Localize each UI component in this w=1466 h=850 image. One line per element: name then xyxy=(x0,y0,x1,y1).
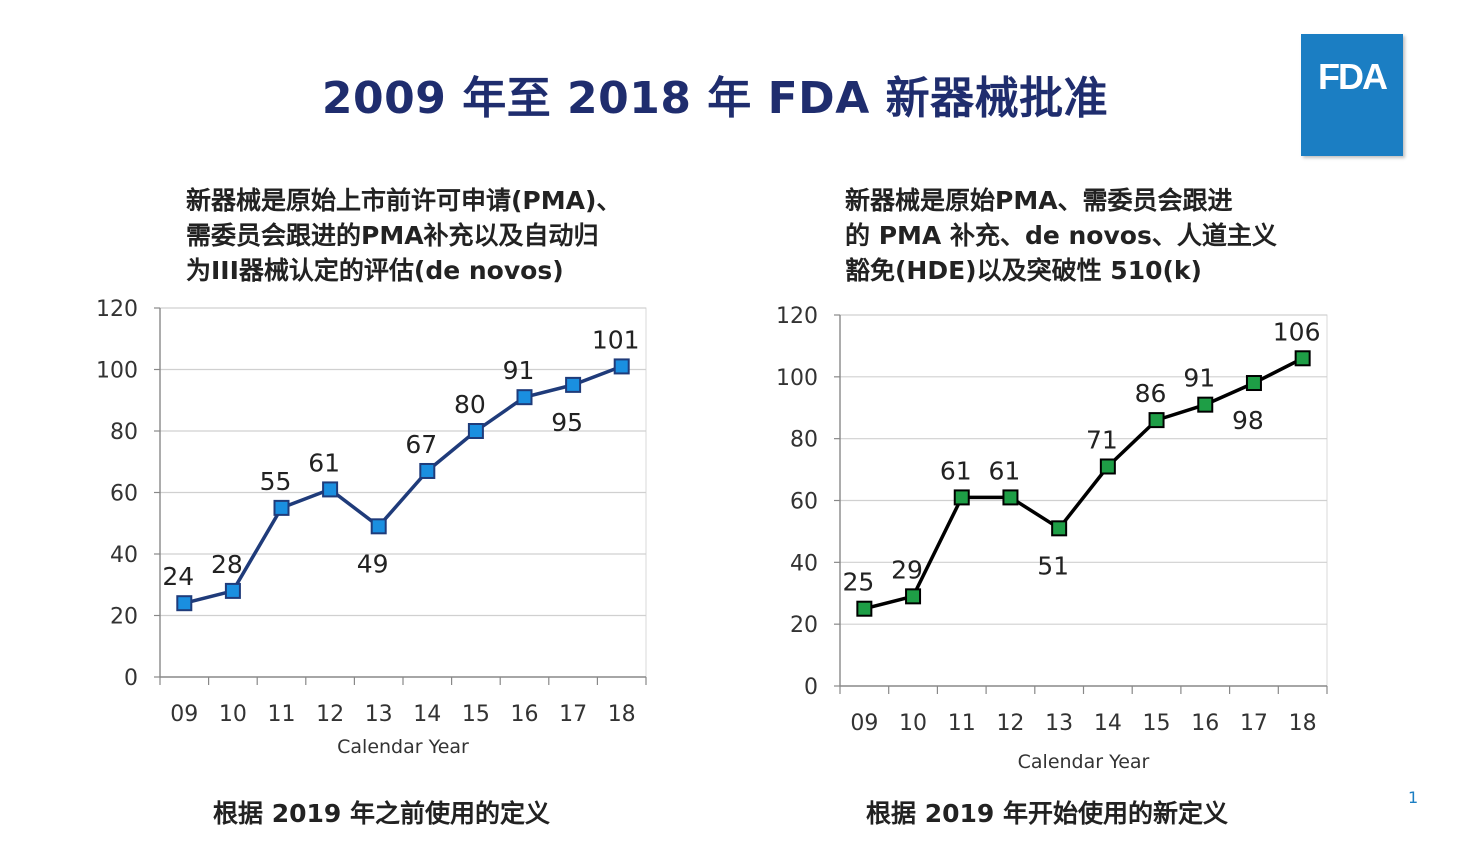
left-chart-data-label: 61 xyxy=(308,448,340,477)
left-chart-x-tick-label: 09 xyxy=(170,702,198,727)
left-chart-y-tick-label: 100 xyxy=(96,359,138,384)
right-chart-data-point xyxy=(953,489,970,506)
left-chart-data-point xyxy=(224,582,241,599)
right-chart-y-tick-label: 100 xyxy=(776,366,818,391)
left-chart-x-tick-label: 18 xyxy=(608,702,636,727)
right-chart-data-point xyxy=(1148,412,1165,429)
left-chart-y-tick-label: 80 xyxy=(110,420,138,445)
right-chart-data-label: 91 xyxy=(1183,364,1215,393)
left-chart-data-point xyxy=(565,376,582,393)
right-chart-caption: 根据 2019 年开始使用的新定义 xyxy=(866,799,1228,828)
slide-title: 2009 年至 2018 年 FDA 新器械批准 xyxy=(321,73,1109,124)
right-chart-data-point xyxy=(1002,489,1019,506)
right-chart-y-tick-label: 80 xyxy=(790,428,818,453)
right-chart-x-tick-label: 14 xyxy=(1094,711,1122,736)
left-chart-y-tick-label: 40 xyxy=(110,543,138,568)
right-chart-data-point xyxy=(1197,396,1214,413)
right-chart-data-label: 51 xyxy=(1037,551,1069,580)
right-chart-y-tick-label: 0 xyxy=(804,675,818,700)
left-chart-x-tick-label: 10 xyxy=(219,702,247,727)
right-chart-y-tick-label: 60 xyxy=(790,490,818,515)
left-chart-x-tick-label: 16 xyxy=(511,702,539,727)
left-chart-data-point xyxy=(370,518,387,535)
left-chart-x-tick-label: 17 xyxy=(559,702,587,727)
fda-logo-text: FDA xyxy=(1318,56,1388,97)
left-chart-caption: 根据 2019 年之前使用的定义 xyxy=(213,799,550,828)
right-chart-x-tick-label: 17 xyxy=(1240,711,1268,736)
left-chart-y-tick-label: 60 xyxy=(110,482,138,507)
left-chart-data-point xyxy=(467,423,484,439)
right-chart-data-label: 71 xyxy=(1086,425,1118,454)
right-chart-data-label: 29 xyxy=(891,555,923,584)
right-chart-data-point xyxy=(905,588,922,605)
right-chart-y-tick-label: 40 xyxy=(790,551,818,576)
right-chart-x-axis-label: Calendar Year xyxy=(1018,751,1150,773)
right-chart-data-label: 86 xyxy=(1135,379,1167,408)
left-chart-y-tick-label: 120 xyxy=(96,297,138,322)
right-chart-x-tick-label: 15 xyxy=(1143,711,1171,736)
left-chart-x-tick-label: 13 xyxy=(365,702,393,727)
left-chart-x-tick-label: 14 xyxy=(413,702,441,727)
right-chart-x-tick-label: 13 xyxy=(1045,711,1073,736)
right-chart-data-point xyxy=(1245,375,1262,392)
right-chart-x-tick-label: 16 xyxy=(1191,711,1219,736)
left-chart-series-line xyxy=(183,364,623,605)
right-chart-series-line xyxy=(863,356,1304,611)
right-chart-data-point xyxy=(856,600,873,617)
left-chart-data-label: 49 xyxy=(357,549,389,578)
right-chart-x-tick-label: 18 xyxy=(1289,711,1317,736)
left-subtitle-line: 需委员会跟进的PMA补充以及自动归 xyxy=(186,221,599,250)
right-chart-data-point xyxy=(1099,458,1116,475)
right-chart-y-tick-label: 120 xyxy=(776,304,818,329)
right-chart-subtitle: 新器械是原始PMA、需委员会跟进 的 PMA 补充、de novos、人道主义 … xyxy=(845,183,1315,288)
left-chart-data-label: 91 xyxy=(503,356,535,385)
right-chart-data-label: 61 xyxy=(989,456,1021,485)
right-chart-x-tick-label: 11 xyxy=(948,711,976,736)
left-chart-data-point xyxy=(176,595,193,612)
right-chart-x-tick-label: 09 xyxy=(850,711,878,736)
left-chart-x-tick-label: 12 xyxy=(316,702,344,727)
right-chart-data-point xyxy=(1051,520,1068,537)
right-subtitle-line: 的 PMA 补充、de novos、人道主义 xyxy=(845,221,1277,250)
left-chart-data-point xyxy=(419,462,436,479)
left-line-chart: 0 20 40 60 80 100 120 09 10 11 12 13 14 15 16 17 18 Calen… xyxy=(96,297,647,758)
right-chart-x-tick-label: 12 xyxy=(996,711,1024,736)
left-chart-data-label: 101 xyxy=(592,325,640,354)
left-chart-y-tick-label: 0 xyxy=(124,666,138,691)
left-chart-data-point xyxy=(273,499,290,516)
right-chart-data-label: 61 xyxy=(940,456,972,485)
left-chart-data-point xyxy=(322,481,339,498)
page-number: 1 xyxy=(1408,788,1419,807)
left-chart-x-axis-label: Calendar Year xyxy=(337,736,469,758)
left-chart-x-tick-label: 15 xyxy=(462,702,490,727)
left-chart-x-tick-label: 11 xyxy=(268,702,296,727)
right-chart-data-point xyxy=(1294,350,1311,367)
left-chart-subtitle: 新器械是原始上市前许可申请(PMA)、 需委员会跟进的PMA补充以及自动归 为I… xyxy=(186,183,686,288)
fda-logo: FDA xyxy=(1301,34,1403,156)
left-chart-data-label: 95 xyxy=(551,408,583,437)
left-chart-data-label: 28 xyxy=(211,550,243,579)
left-chart-y-tick-label: 20 xyxy=(110,605,138,630)
left-chart-data-label: 67 xyxy=(405,430,437,459)
left-chart-data-point xyxy=(613,358,630,375)
left-chart-data-label: 24 xyxy=(162,562,194,591)
right-chart-data-label: 98 xyxy=(1232,406,1264,435)
right-subtitle-line: 新器械是原始PMA、需委员会跟进 xyxy=(845,186,1233,215)
left-chart-data-point xyxy=(516,389,533,406)
right-chart-y-tick-label: 20 xyxy=(790,613,818,638)
right-chart-data-label: 106 xyxy=(1273,317,1321,346)
left-subtitle-line: 新器械是原始上市前许可申请(PMA)、 xyxy=(186,186,622,215)
right-chart-x-tick-label: 10 xyxy=(899,711,927,736)
left-chart-data-label: 80 xyxy=(454,390,486,419)
right-line-chart: 0 20 40 60 80 100 120 09 10 11 12 13 14 15 16 17 18 Calen… xyxy=(776,304,1328,773)
left-chart-data-label: 55 xyxy=(260,467,292,496)
right-chart-data-label: 25 xyxy=(842,568,874,597)
right-subtitle-line: 豁免(HDE)以及突破性 510(k) xyxy=(845,256,1202,285)
left-subtitle-line: 为III器械认定的评估(de novos) xyxy=(186,256,564,285)
